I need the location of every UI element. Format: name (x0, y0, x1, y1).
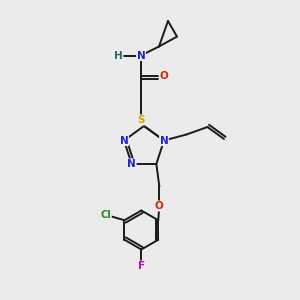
Text: S: S (137, 115, 145, 125)
Text: N: N (160, 136, 168, 146)
Text: Cl: Cl (100, 210, 111, 220)
Text: N: N (120, 136, 128, 146)
Text: O: O (155, 201, 164, 211)
Text: F: F (138, 261, 145, 271)
Text: N: N (136, 50, 146, 61)
Text: O: O (159, 70, 168, 81)
Text: H: H (114, 50, 123, 61)
Text: N: N (127, 159, 136, 169)
